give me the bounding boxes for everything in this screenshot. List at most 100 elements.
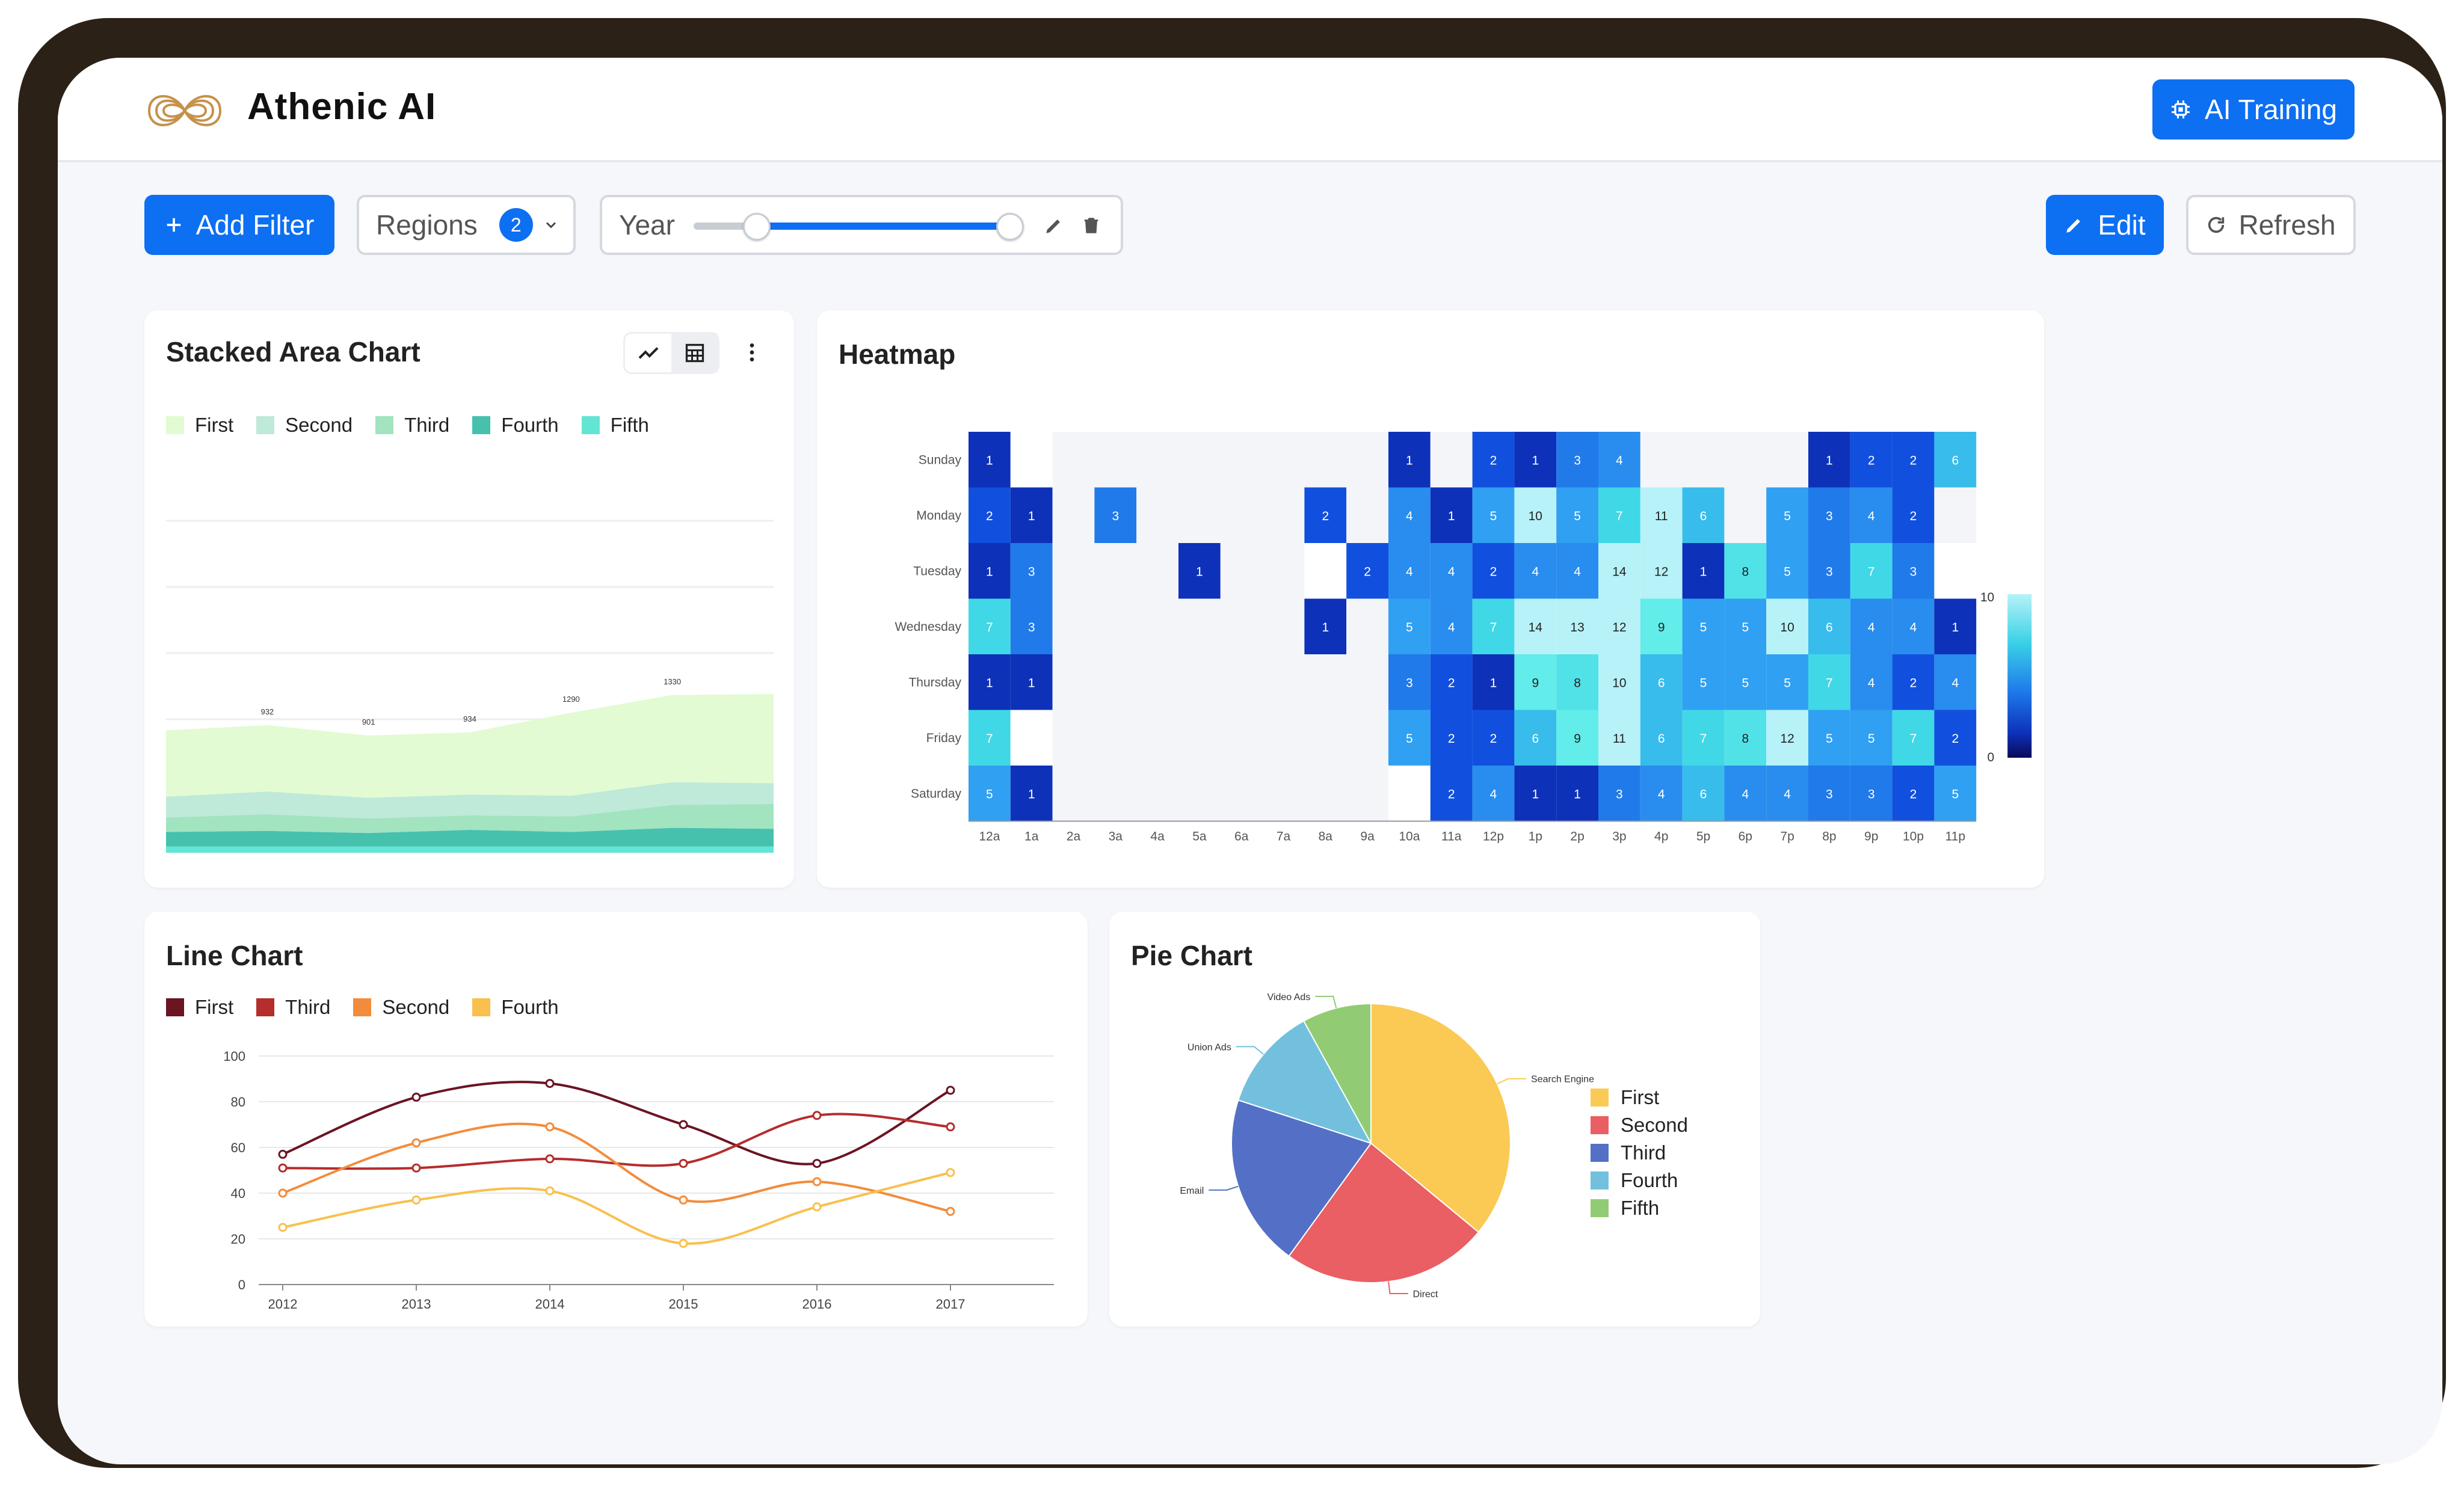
heatmap-cell[interactable] (1850, 543, 1893, 599)
heatmap-cell[interactable] (1682, 543, 1725, 599)
heatmap-cell[interactable] (1556, 543, 1598, 599)
heatmap-cell[interactable] (1094, 598, 1137, 655)
heatmap-cell[interactable] (1052, 432, 1095, 488)
heatmap-cell[interactable] (1598, 766, 1640, 821)
heatmap-cell[interactable] (1220, 598, 1263, 655)
pie-slice[interactable] (1288, 1142, 1480, 1283)
heatmap-cell[interactable] (1556, 710, 1598, 766)
heatmap-cell[interactable] (1472, 710, 1515, 766)
heatmap-cell[interactable] (1220, 432, 1263, 488)
line-point[interactable] (946, 1168, 955, 1177)
heatmap-cell[interactable] (969, 432, 1011, 488)
line-point[interactable] (278, 1223, 288, 1232)
heatmap-cell[interactable] (1136, 432, 1178, 488)
heatmap-cell[interactable] (1556, 432, 1598, 488)
stacked-area-legend-item[interactable]: Fifth (581, 414, 649, 437)
heatmap-cell[interactable] (1052, 766, 1095, 821)
heatmap-cell[interactable] (1892, 654, 1935, 710)
pie-slice[interactable] (1370, 1002, 1511, 1233)
heatmap-cell[interactable] (1094, 543, 1137, 599)
heatmap-cell[interactable] (1808, 766, 1850, 821)
heatmap-cell[interactable] (1850, 710, 1893, 766)
line-point[interactable] (545, 1122, 555, 1132)
heatmap-cell[interactable] (1010, 487, 1053, 544)
line-chart-legend-item[interactable]: First (166, 996, 233, 1019)
heatmap-cell[interactable] (1598, 543, 1640, 599)
heatmap-cell[interactable] (1472, 543, 1515, 599)
heatmap-cell[interactable] (1304, 598, 1347, 655)
heatmap-cell[interactable] (1934, 598, 1977, 655)
year-filter[interactable]: Year (600, 195, 1123, 255)
line-chart-legend-item[interactable]: Fourth (472, 996, 559, 1019)
heatmap-cell[interactable] (1178, 766, 1221, 821)
heatmap-cell[interactable] (1892, 710, 1935, 766)
heatmap-cell[interactable] (1010, 598, 1053, 655)
heatmap-cell[interactable] (1934, 654, 1977, 710)
heatmap-cell[interactable] (1220, 710, 1263, 766)
heatmap-cell[interactable] (1388, 766, 1431, 821)
heatmap-cell[interactable] (1766, 598, 1808, 655)
heatmap-cell[interactable] (1052, 487, 1095, 544)
heatmap-cell[interactable] (1094, 654, 1137, 710)
line-point[interactable] (545, 1154, 555, 1164)
heatmap-cell[interactable] (1178, 487, 1221, 544)
heatmap-cell[interactable] (1724, 432, 1767, 488)
heatmap-cell[interactable] (1220, 487, 1263, 544)
heatmap-color-scale[interactable] (2007, 594, 2032, 758)
line-point[interactable] (812, 1202, 822, 1212)
heatmap-cell[interactable] (1724, 543, 1767, 599)
heatmap-cell[interactable] (1808, 598, 1850, 655)
pie-slice[interactable] (1302, 1002, 1372, 1144)
heatmap-cell[interactable] (969, 710, 1011, 766)
heatmap-cell[interactable] (1556, 766, 1598, 821)
heatmap-cell[interactable] (1724, 598, 1767, 655)
heatmap-cell[interactable] (1052, 598, 1095, 655)
heatmap-cell[interactable] (1682, 487, 1725, 544)
line-series-third[interactable] (282, 1113, 951, 1170)
heatmap-cell[interactable] (1052, 710, 1095, 766)
heatmap-cell[interactable] (1346, 766, 1388, 821)
pie-legend-item[interactable]: Fourth (1591, 1169, 1688, 1192)
heatmap-cell[interactable] (1850, 654, 1893, 710)
heatmap-cell[interactable] (1430, 487, 1473, 544)
line-point[interactable] (545, 1079, 555, 1088)
heatmap-cell[interactable] (1262, 487, 1305, 544)
heatmap-cell[interactable] (1346, 432, 1388, 488)
heatmap-cell[interactable] (1010, 654, 1053, 710)
heatmap-cell[interactable] (1262, 543, 1305, 599)
heatmap-cell[interactable] (1892, 543, 1935, 599)
heatmap-cell[interactable] (1766, 654, 1808, 710)
heatmap-cell[interactable] (1220, 766, 1263, 821)
heatmap-cell[interactable] (1094, 710, 1137, 766)
heatmap-cell[interactable] (1178, 432, 1221, 488)
heatmap-cell[interactable] (1766, 710, 1808, 766)
heatmap-cell[interactable] (1892, 598, 1935, 655)
heatmap-cell[interactable] (1094, 766, 1137, 821)
heatmap-cell[interactable] (1640, 654, 1683, 710)
heatmap-cell[interactable] (1262, 432, 1305, 488)
heatmap-cell[interactable] (1430, 543, 1473, 599)
table-view-button[interactable] (671, 334, 718, 372)
heatmap-cell[interactable] (1136, 766, 1178, 821)
heatmap-cell[interactable] (1598, 487, 1640, 544)
heatmap-cell[interactable] (1430, 598, 1473, 655)
stacked-area-legend-item[interactable]: Third (375, 414, 449, 437)
heatmap-cell[interactable] (1472, 487, 1515, 544)
line-point[interactable] (946, 1206, 955, 1216)
line-point[interactable] (679, 1195, 688, 1205)
heatmap-cell[interactable] (1472, 654, 1515, 710)
heatmap-cell[interactable] (1808, 543, 1850, 599)
heatmap-cell[interactable] (1052, 543, 1095, 599)
heatmap-cell[interactable] (1472, 432, 1515, 488)
heatmap-cell[interactable] (1178, 598, 1221, 655)
heatmap-cell[interactable] (1346, 654, 1388, 710)
heatmap-cell[interactable] (1640, 598, 1683, 655)
line-series-first[interactable] (282, 1081, 951, 1165)
heatmap-cell[interactable] (1682, 598, 1725, 655)
heatmap-cell[interactable] (1178, 710, 1221, 766)
heatmap-cell[interactable] (1808, 710, 1850, 766)
heatmap-cell[interactable] (1262, 766, 1305, 821)
heatmap-cell[interactable] (1682, 766, 1725, 821)
heatmap-cell[interactable] (1136, 487, 1178, 544)
heatmap-cell[interactable] (1808, 654, 1850, 710)
